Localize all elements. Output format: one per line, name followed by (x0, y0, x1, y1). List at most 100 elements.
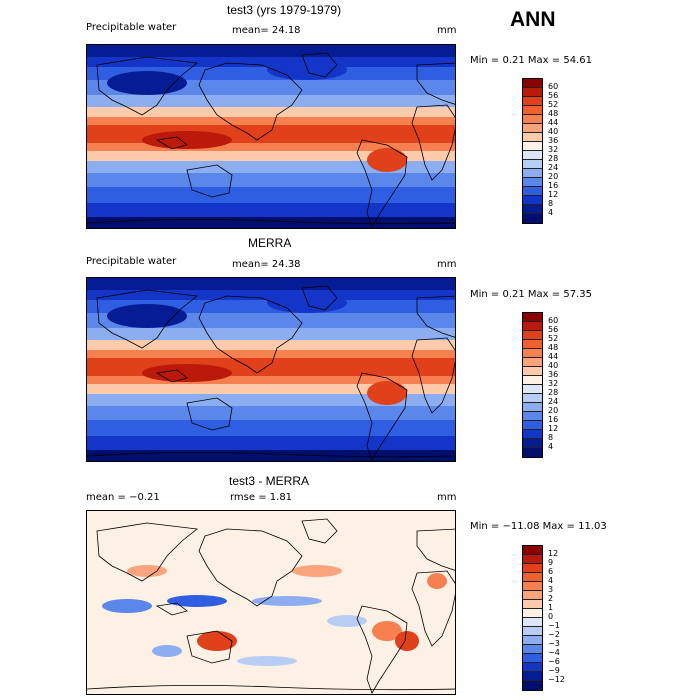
colorbar-swatch (523, 600, 542, 609)
colorbar-tick-label: −2 (548, 630, 560, 639)
colorbar-test (522, 78, 543, 224)
colorbar-swatch (523, 430, 542, 439)
colorbar-swatch (523, 636, 542, 645)
colorbar-swatch (523, 97, 542, 106)
colorbar-tick-label: 16 (548, 181, 559, 190)
colorbar-tick-label: −1 (548, 621, 560, 630)
colorbar-swatch (523, 88, 542, 97)
colorbar-swatch (523, 187, 542, 196)
colorbar-tick-label: 48 (548, 109, 559, 118)
colorbar-tick-label: 56 (548, 91, 559, 100)
colorbar-swatch (523, 582, 542, 591)
colorbar-swatch (523, 196, 542, 205)
colorbar-swatch (523, 627, 542, 636)
panel-title-diff: test3 - MERRA (229, 474, 310, 488)
colorbar-tick-label: 16 (548, 415, 559, 424)
colorbar-tick-label: 48 (548, 343, 559, 352)
colorbar-swatch (523, 546, 542, 555)
mean-label-test: mean= 24.18 (232, 25, 301, 36)
map-panel-diff (86, 510, 456, 695)
colorbar-tick-label: −12 (548, 675, 565, 684)
colorbar-tick-label: 40 (548, 127, 559, 136)
colorbar-swatch (523, 214, 542, 223)
colorbar-obs (522, 312, 543, 458)
colorbar-tick-label: 36 (548, 136, 559, 145)
colorbar-swatch (523, 367, 542, 376)
colorbar-tick-label: 0 (548, 612, 554, 621)
colorbar-swatch (523, 645, 542, 654)
rmse-label-diff: rmse = 1.81 (230, 492, 293, 503)
colorbar-swatch (523, 609, 542, 618)
units-label-test: mm (437, 25, 457, 36)
colorbar-tick-label: 24 (548, 163, 559, 172)
colorbar-tick-label: 20 (548, 172, 559, 181)
colorbar-swatch (523, 133, 542, 142)
colorbar-tick-label: 60 (548, 82, 559, 91)
colorbar-tick-label: 28 (548, 388, 559, 397)
variable-label-obs: Precipitable water (86, 256, 177, 267)
colorbar-tick-label: −4 (548, 648, 560, 657)
colorbar-swatch (523, 663, 542, 672)
colorbar-tick-label: 60 (548, 316, 559, 325)
panel-title-test: test3 (yrs 1979-1979) (227, 3, 342, 17)
colorbar-tick-label: 24 (548, 397, 559, 406)
colorbar-tick-label: 56 (548, 325, 559, 334)
colorbar-tick-label: 44 (548, 118, 559, 127)
map-panel-test (86, 44, 456, 229)
colorbar-swatch (523, 169, 542, 178)
min-max-obs: Min = 0.21 Max = 57.35 (470, 289, 592, 300)
colorbar-tick-label: 4 (548, 576, 554, 585)
colorbar-swatch (523, 448, 542, 457)
colorbar-swatch (523, 178, 542, 187)
colorbar-swatch (523, 555, 542, 564)
colorbar-swatch (523, 358, 542, 367)
colorbar-swatch (523, 340, 542, 349)
min-max-test: Min = 0.21 Max = 54.61 (470, 55, 592, 66)
colorbar-swatch (523, 618, 542, 627)
colorbar-swatch (523, 672, 542, 681)
colorbar-tick-label: 8 (548, 433, 554, 442)
colorbar-swatch (523, 331, 542, 340)
colorbar-swatch (523, 79, 542, 88)
colorbar-swatch (523, 412, 542, 421)
map-panel-obs (86, 277, 456, 462)
colorbar-swatch (523, 124, 542, 133)
colorbar-tick-label: 32 (548, 379, 559, 388)
variable-label-test: Precipitable water (86, 22, 177, 33)
season-label: ANN (510, 8, 556, 31)
colorbar-tick-label: 1 (548, 603, 554, 612)
colorbar-tick-label: 52 (548, 334, 559, 343)
colorbar-tick-label: 4 (548, 208, 554, 217)
colorbar-swatch (523, 681, 542, 690)
colorbar-tick-label: 12 (548, 424, 559, 433)
colorbar-swatch (523, 439, 542, 448)
colorbar-diff (522, 545, 543, 691)
colorbar-swatch (523, 313, 542, 322)
mean-label-diff: mean = −0.21 (86, 492, 160, 503)
colorbar-swatch (523, 573, 542, 582)
colorbar-swatch (523, 115, 542, 124)
colorbar-tick-label: 6 (548, 567, 554, 576)
colorbar-tick-label: −6 (548, 657, 560, 666)
colorbar-tick-label: 8 (548, 199, 554, 208)
colorbar-swatch (523, 142, 542, 151)
colorbar-tick-label: 3 (548, 585, 554, 594)
colorbar-swatch (523, 106, 542, 115)
colorbar-swatch (523, 376, 542, 385)
colorbar-tick-label: 44 (548, 352, 559, 361)
colorbar-swatch (523, 394, 542, 403)
colorbar-tick-label: 32 (548, 145, 559, 154)
colorbar-swatch (523, 403, 542, 412)
colorbar-tick-label: 12 (548, 190, 559, 199)
colorbar-tick-label: 52 (548, 100, 559, 109)
colorbar-swatch (523, 205, 542, 214)
colorbar-tick-label: 40 (548, 361, 559, 370)
units-label-diff: mm (437, 492, 457, 503)
colorbar-tick-label: 20 (548, 406, 559, 415)
panel-title-obs: MERRA (248, 236, 292, 250)
mean-label-obs: mean= 24.38 (232, 259, 301, 270)
colorbar-swatch (523, 349, 542, 358)
colorbar-tick-label: 9 (548, 558, 554, 567)
colorbar-swatch (523, 385, 542, 394)
units-label-obs: mm (437, 259, 457, 270)
